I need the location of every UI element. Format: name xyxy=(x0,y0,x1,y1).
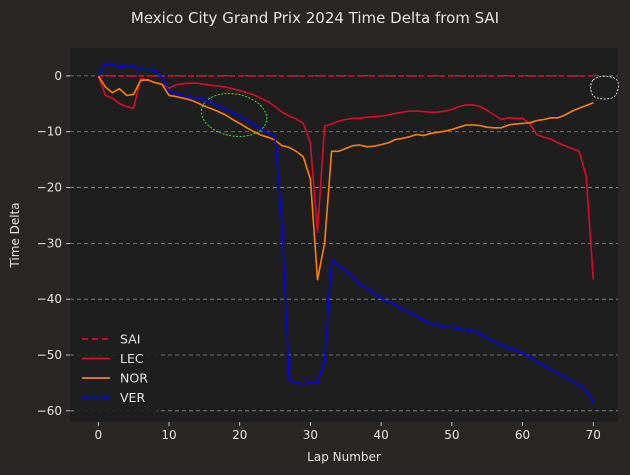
y-tick-label: −10 xyxy=(37,125,62,139)
legend-label: LEC xyxy=(120,351,144,366)
x-tick-label: 0 xyxy=(94,428,102,442)
plot-area xyxy=(70,48,618,422)
series-line-ver xyxy=(97,62,594,403)
y-tick-label: −60 xyxy=(37,404,62,418)
annotations xyxy=(200,75,619,137)
series-line-nor xyxy=(97,75,594,281)
x-tick-label: 20 xyxy=(232,428,247,442)
x-tick-label: 70 xyxy=(586,428,601,442)
legend-box xyxy=(76,326,158,412)
series-lines xyxy=(97,62,595,403)
y-tick-label: −30 xyxy=(37,236,62,250)
y-tick-label: −50 xyxy=(37,348,62,362)
legend-label: SAI xyxy=(120,332,140,347)
x-tick-label: 30 xyxy=(303,428,318,442)
y-tick-label: 0 xyxy=(54,69,62,83)
x-tick-label: 40 xyxy=(373,428,388,442)
legend-label: VER xyxy=(120,390,145,405)
y-tick-label: −20 xyxy=(37,181,62,195)
legend: SAI LEC NOR VER xyxy=(76,326,158,412)
x-tick-label: 60 xyxy=(515,428,530,442)
annotation-white-circle xyxy=(590,75,619,100)
legend-label: NOR xyxy=(120,371,148,386)
chart-title: Mexico City Grand Prix 2024 Time Delta f… xyxy=(131,9,499,27)
x-tick-label: 50 xyxy=(444,428,459,442)
x-tick-label: 10 xyxy=(161,428,176,442)
y-tick-label: −40 xyxy=(37,292,62,306)
x-axis-label: Lap Number xyxy=(307,450,381,464)
y-axis-label: Time Delta xyxy=(8,202,22,268)
y-axis-ticks: 0 −10 −20 −30 −40 −50 −60 xyxy=(37,69,70,418)
series-line-lec xyxy=(97,75,595,280)
x-axis-ticks: 0 10 20 30 40 50 60 70 xyxy=(94,422,601,442)
annotation-green-circle xyxy=(200,93,268,137)
